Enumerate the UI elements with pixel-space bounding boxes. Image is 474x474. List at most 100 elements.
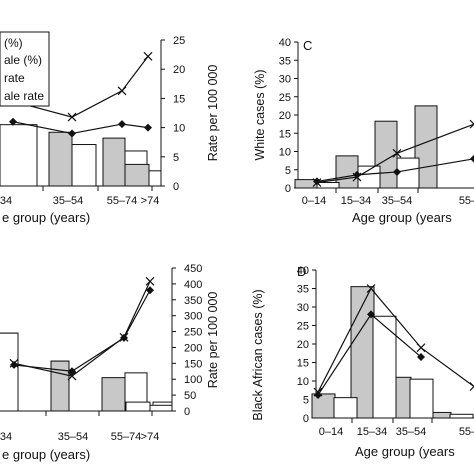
tick-label: 15 <box>297 358 309 370</box>
bar <box>372 315 397 419</box>
data-point <box>313 177 321 186</box>
bar <box>101 377 126 412</box>
tick-label: 450 <box>184 263 202 275</box>
data-point <box>367 310 375 319</box>
bar <box>311 393 336 419</box>
bar <box>124 163 150 187</box>
data-point <box>469 382 474 391</box>
category-label: 35–54 <box>58 431 89 443</box>
tick-label: 30 <box>297 302 309 314</box>
data-point <box>146 286 154 295</box>
category-label: 34 <box>0 195 12 207</box>
data-point <box>470 154 474 163</box>
tick-label: 15 <box>173 93 185 105</box>
tick-label: 5 <box>173 152 179 164</box>
data-point <box>68 129 76 138</box>
data-point <box>67 112 77 122</box>
category-label: 35–54 <box>53 195 84 207</box>
tick-label: 300 <box>184 311 202 323</box>
x-axis-label: Age group (years <box>355 444 455 459</box>
tick-label: 200 <box>184 342 202 354</box>
legend-entry: rate <box>4 71 25 85</box>
bar <box>125 401 151 412</box>
category-label: 55– <box>459 426 474 438</box>
category-label: 15–34 <box>357 426 388 438</box>
series-line <box>316 123 474 184</box>
data-point <box>9 117 17 126</box>
tick-label: 25 <box>297 321 309 333</box>
tick-label: 0 <box>285 183 291 195</box>
data-point <box>117 86 127 96</box>
bar <box>102 137 126 187</box>
data-point <box>417 352 425 361</box>
x-axis-label: e group (years) <box>2 447 90 462</box>
bar <box>149 404 173 412</box>
data-point <box>416 343 426 353</box>
tick-label: 30 <box>279 74 291 86</box>
category-label: 55–74 <box>111 431 142 443</box>
category-label: 34 <box>0 431 12 443</box>
panel-letter: D <box>297 264 306 279</box>
y-axis-label: Black African cases (%) <box>251 289 265 420</box>
panel-letter: C <box>303 38 312 53</box>
tick-label: 250 <box>184 327 202 339</box>
category-label: 35–54 <box>396 426 427 438</box>
bar <box>409 378 434 419</box>
tick-label: 0 <box>173 181 179 193</box>
category-label: 55–74 <box>107 195 138 207</box>
bar <box>0 124 38 187</box>
tick-label: 10 <box>297 376 309 388</box>
tick-label: 10 <box>279 147 291 159</box>
data-point <box>393 167 401 176</box>
category-label: 0–14 <box>319 426 343 438</box>
category-label: 0–14 <box>302 195 326 207</box>
data-point <box>144 123 152 132</box>
bar <box>48 131 73 187</box>
tick-label: 5 <box>285 165 291 177</box>
tick-label: 20 <box>173 64 185 76</box>
bar <box>50 360 70 412</box>
panel-d: D 0 5 10 15 20 25 30 35 40 0–14 15–34 35–54 55– Age… <box>251 264 474 459</box>
tick-label: 35 <box>279 55 291 67</box>
bar <box>148 170 162 187</box>
data-point <box>469 119 474 129</box>
legend-entry: (%) <box>4 36 23 50</box>
category-label: 15–34 <box>341 195 372 207</box>
series-line <box>317 287 474 393</box>
data-point <box>366 284 376 293</box>
tick-label: 20 <box>279 110 291 122</box>
tick-label: 40 <box>297 265 309 277</box>
data-point <box>67 371 77 381</box>
tick-label: 15 <box>279 128 291 140</box>
tick-label: 400 <box>184 279 202 291</box>
tick-label: 100 <box>184 374 202 386</box>
tick-label: 5 <box>303 395 309 407</box>
bar <box>333 397 358 419</box>
bar <box>449 413 474 419</box>
data-point <box>10 360 18 369</box>
bar <box>71 144 97 187</box>
panel-c: C 0 5 10 15 20 25 30 35 40 0–14 15–34 35–54 55– Age… <box>253 37 474 225</box>
y-axis-label: White cases (%) <box>253 70 267 161</box>
tick-label: 10 <box>173 123 185 135</box>
tick-label: 0 <box>303 413 309 425</box>
data-point <box>68 367 76 376</box>
data-point <box>143 51 153 61</box>
bar <box>0 332 19 412</box>
data-point <box>120 333 128 342</box>
tick-label: 150 <box>184 358 202 370</box>
tick-label: 350 <box>184 295 202 307</box>
series-line <box>12 121 149 135</box>
category-label: >74 <box>141 195 160 207</box>
x-axis-label: Age group (years <box>352 210 452 225</box>
series-line <box>12 55 149 118</box>
x-axis-label: e group (years) <box>2 210 90 225</box>
panel-bottom-left: 0 50 100 150 200 250 300 350 400 450 34 35–54 55–74… <box>0 263 220 462</box>
tick-label: 35 <box>297 284 309 296</box>
tick-label: 25 <box>279 92 291 104</box>
category-label: >74 <box>141 431 160 443</box>
data-point <box>118 120 126 129</box>
legend-box <box>0 31 50 107</box>
tick-label: 20 <box>297 339 309 351</box>
